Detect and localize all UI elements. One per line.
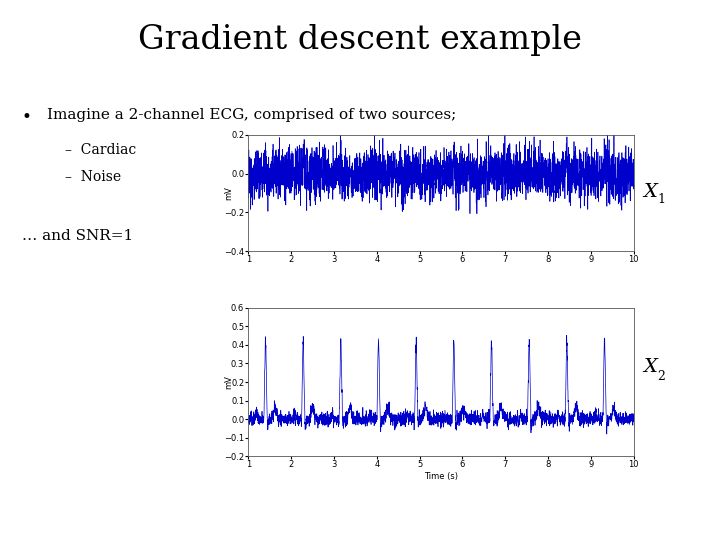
- Text: Gradient descent example: Gradient descent example: [138, 24, 582, 56]
- Text: –  Cardiac: – Cardiac: [65, 143, 136, 157]
- Text: X: X: [643, 183, 657, 201]
- Text: … and SNR=1: … and SNR=1: [22, 230, 133, 244]
- Text: 2: 2: [657, 370, 665, 383]
- X-axis label: Time (s): Time (s): [424, 472, 458, 481]
- Y-axis label: mV: mV: [224, 186, 233, 200]
- Text: X: X: [643, 358, 657, 376]
- Text: •: •: [22, 108, 32, 126]
- Y-axis label: mV: mV: [224, 375, 233, 389]
- Text: 1: 1: [657, 193, 665, 206]
- Text: Imagine a 2-channel ECG, comprised of two sources;: Imagine a 2-channel ECG, comprised of tw…: [47, 108, 456, 122]
- Text: –  Noise: – Noise: [65, 170, 121, 184]
